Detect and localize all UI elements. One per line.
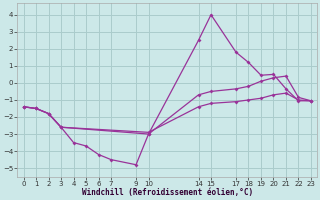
X-axis label: Windchill (Refroidissement éolien,°C): Windchill (Refroidissement éolien,°C) (82, 188, 253, 197)
